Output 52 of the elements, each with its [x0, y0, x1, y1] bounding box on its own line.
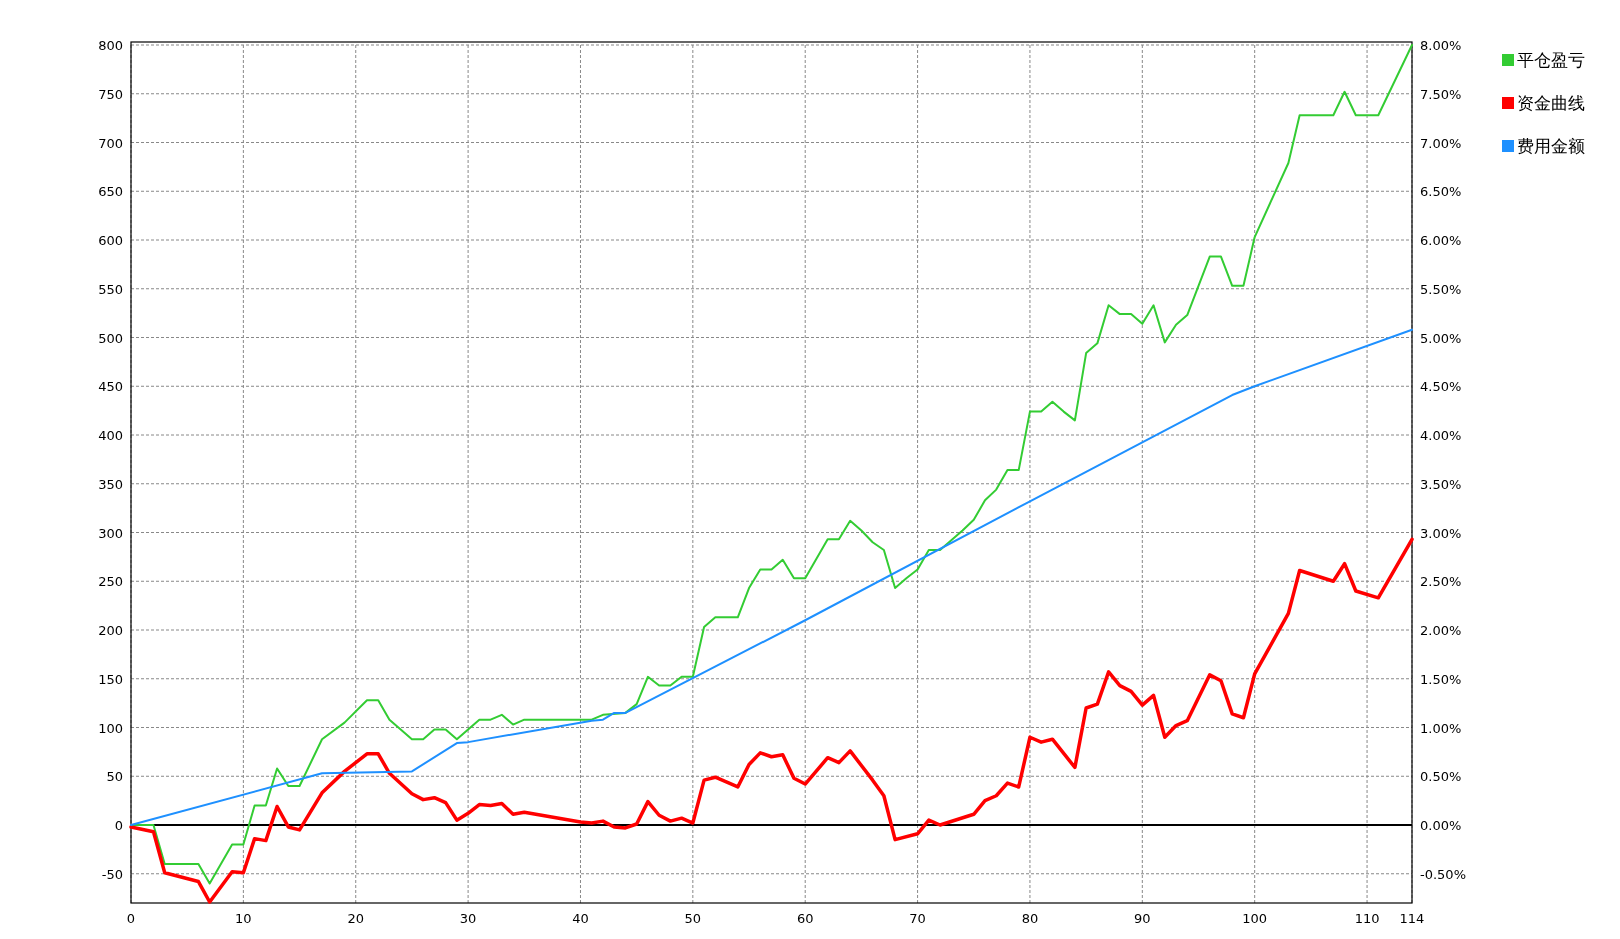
y-tick-label: 500 — [98, 330, 123, 346]
y2-tick-label: 6.00% — [1420, 233, 1462, 248]
x-tick-label: 90 — [1134, 911, 1151, 926]
x-tick-label: 40 — [572, 911, 589, 926]
y2-tick-label: 1.00% — [1420, 720, 1462, 736]
x-tick-label: 20 — [347, 911, 365, 926]
y-tick-label: 200 — [98, 623, 123, 638]
y-tick-label: 0 — [114, 818, 123, 833]
y2-tick-label: 7.50% — [1420, 86, 1462, 102]
y-tick-label: 350 — [98, 476, 123, 492]
y-tick-label: 100 — [98, 720, 123, 736]
y2-tick-label: 0.00% — [1420, 818, 1462, 833]
y-tick-label: -50 — [101, 866, 123, 882]
y-tick-label: 300 — [98, 525, 123, 541]
y2-tick-label: 2.00% — [1420, 623, 1462, 638]
legend-label: 平仓盈亏 — [1517, 50, 1585, 70]
y2-tick-label: 3.50% — [1420, 476, 1462, 492]
y-tick-label: 600 — [98, 233, 123, 248]
y2-tick-label: 6.50% — [1420, 184, 1462, 200]
y-tick-label: 150 — [98, 671, 123, 687]
legend-label: 费用金额 — [1517, 136, 1585, 156]
y2-tick-label: 8.00% — [1420, 38, 1462, 53]
y2-tick-label: -0.50% — [1420, 866, 1466, 882]
y-tick-label: 50 — [106, 769, 123, 785]
x-tick-label: 70 — [909, 911, 926, 926]
x-tick-label: 80 — [1021, 911, 1039, 926]
y2-tick-label: 5.50% — [1420, 281, 1462, 297]
legend-label: 资金曲线 — [1517, 93, 1585, 113]
x-tick-label: 30 — [459, 911, 477, 926]
y-tick-label: 250 — [98, 574, 123, 590]
y2-tick-label: 1.50% — [1420, 671, 1462, 687]
y-tick-label: 450 — [98, 379, 123, 395]
y2-tick-label: 2.50% — [1420, 574, 1462, 590]
x-tick-label: 100 — [1242, 911, 1268, 926]
x-tick-label: 10 — [235, 911, 252, 926]
y2-tick-label: 4.50% — [1420, 379, 1462, 395]
y2-tick-label: 5.00% — [1420, 330, 1462, 346]
y-tick-label: 650 — [98, 184, 123, 200]
y2-tick-label: 4.00% — [1420, 428, 1462, 443]
x-tick-label: 110 — [1354, 911, 1380, 926]
y-tick-label: 750 — [98, 86, 123, 102]
y2-tick-label: 7.00% — [1420, 135, 1462, 151]
y2-tick-label: 3.00% — [1420, 525, 1462, 541]
y-tick-label: 800 — [98, 38, 123, 53]
x-tick-label: 0 — [126, 911, 136, 926]
x-tick-label: 60 — [796, 911, 814, 926]
x-tick-label: 50 — [684, 911, 702, 926]
y-tick-label: 550 — [98, 281, 123, 297]
y-tick-label: 700 — [98, 135, 123, 151]
y2-tick-label: 0.50% — [1420, 769, 1462, 785]
x-tick-label: 114 — [1399, 911, 1425, 926]
y-tick-label: 400 — [98, 428, 123, 443]
